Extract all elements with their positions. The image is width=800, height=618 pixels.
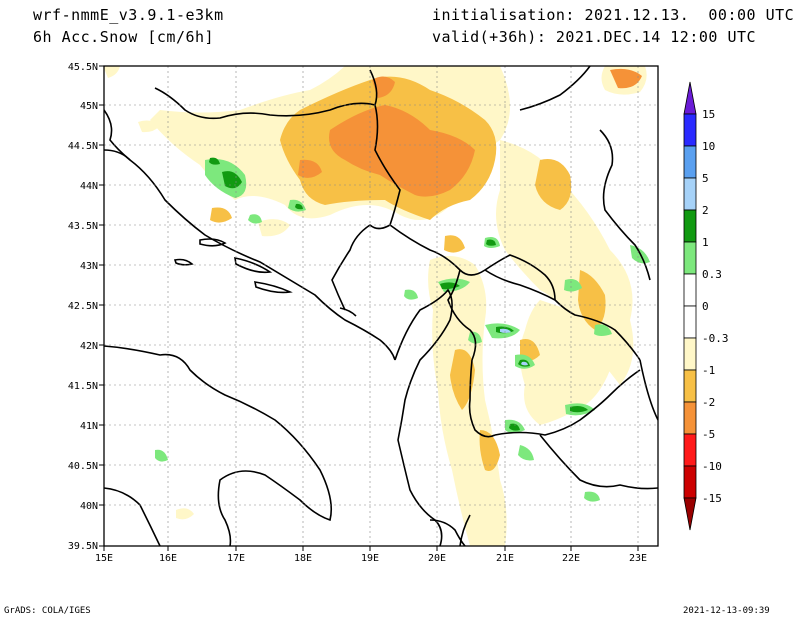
coastlines-borders: [104, 66, 658, 546]
grads-credit: GrADS: COLA/IGES: [4, 606, 91, 616]
lon-label: 23E: [629, 553, 647, 564]
lon-label: 22E: [562, 553, 580, 564]
lat-label: 39.5N: [68, 541, 98, 552]
colorbar-label: -10: [702, 460, 722, 473]
colorbar-label: 10: [702, 140, 715, 153]
colorbar-label: -5: [702, 428, 715, 441]
lat-label: 42N: [80, 341, 98, 352]
colorbar-bin: [683, 113, 697, 147]
colorbar-label: 2: [702, 204, 709, 217]
colorbar-bin: [683, 145, 697, 179]
colorbar-bin: [683, 273, 697, 307]
colorbar-label: 0.3: [702, 268, 722, 281]
lat-label: 41N: [80, 421, 98, 432]
lon-label: 19E: [361, 553, 379, 564]
lat-label: 45.5N: [68, 62, 98, 73]
colorbar-labels: 15 10 5 2 1 0.3 0 -0.3 -1 -2 -5 -10 -15: [702, 108, 729, 505]
lat-label: 45N: [80, 101, 98, 112]
lat-label: 40.5N: [68, 461, 98, 472]
lon-label: 18E: [294, 553, 312, 564]
colorbar: [683, 81, 697, 531]
valid-time: valid(+36h): 2021.DEC.14 12:00 UTC: [432, 28, 757, 46]
colorbar-bottom-arrow: [683, 497, 697, 531]
lat-label: 41.5N: [68, 381, 98, 392]
field-title: 6h Acc.Snow [cm/6h]: [33, 28, 215, 46]
colorbar-bin: [683, 305, 697, 339]
colorbar-label: 5: [702, 172, 709, 185]
colorbar-bin: [683, 337, 697, 371]
colorbar-label: 1: [702, 236, 709, 249]
colorbar-bin: [683, 177, 697, 211]
colorbar-label: 15: [702, 108, 715, 121]
colorbar-bin: [683, 401, 697, 435]
lat-label: 44.5N: [68, 141, 98, 152]
lon-label: 20E: [428, 553, 446, 564]
colorbar-label: -15: [702, 492, 722, 505]
colorbar-label: 0: [702, 300, 709, 313]
colorbar-bin: [683, 369, 697, 403]
lat-label: 44N: [80, 181, 98, 192]
lat-axis-labels: 45.5N 45N 44.5N 44N 43.5N 43N 42.5N 42N …: [68, 62, 98, 552]
lon-label: 21E: [496, 553, 514, 564]
lon-label: 17E: [227, 553, 245, 564]
lat-label: 43.5N: [68, 221, 98, 232]
initialisation-time: initialisation: 2021.12.13. 00:00 UTC: [432, 6, 795, 24]
generated-timestamp: 2021-12-13-09:39: [683, 606, 770, 616]
colorbar-bin: [683, 241, 697, 275]
snow-field: [104, 66, 650, 546]
colorbar-label: -0.3: [702, 332, 729, 345]
colorbar-top-arrow: [683, 81, 697, 115]
lon-axis-labels: 15E 16E 17E 18E 19E 20E 21E 22E 23E: [95, 553, 647, 564]
colorbar-label: -1: [702, 364, 715, 377]
lat-label: 42.5N: [68, 301, 98, 312]
model-title: wrf-nmmE_v3.9.1-e3km: [33, 6, 224, 24]
colorbar-bin: [683, 465, 697, 499]
lon-label: 15E: [95, 553, 113, 564]
colorbar-bin: [683, 433, 697, 467]
map-grid: [104, 66, 658, 546]
lat-label: 40N: [80, 501, 98, 512]
colorbar-bin: [683, 209, 697, 243]
lat-label: 43N: [80, 261, 98, 272]
map-frame: [103, 65, 659, 547]
lon-label: 16E: [159, 553, 177, 564]
colorbar-label: -2: [702, 396, 715, 409]
